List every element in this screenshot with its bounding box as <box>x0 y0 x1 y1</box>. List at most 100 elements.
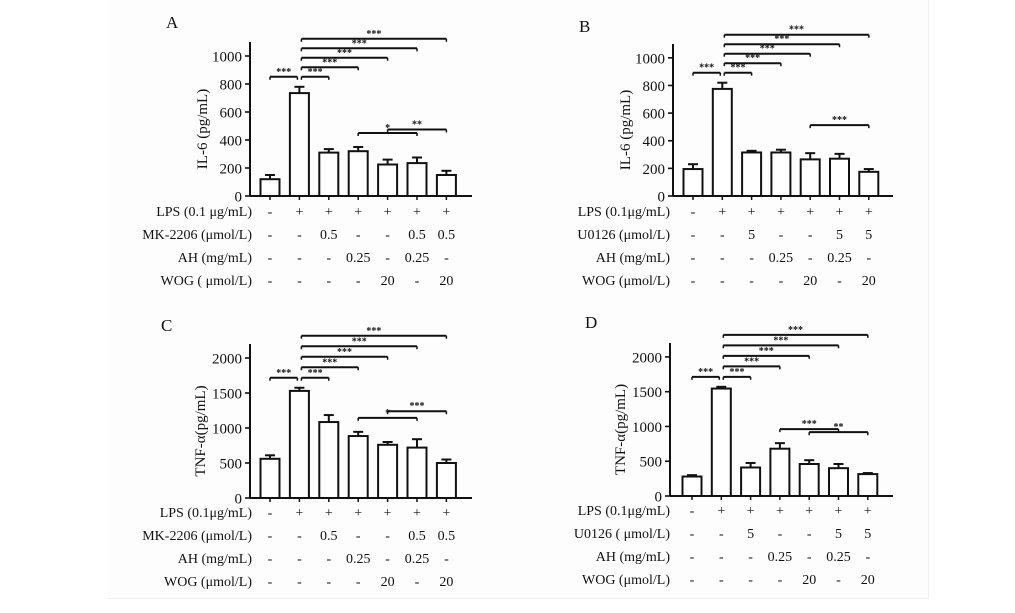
treatment-cell: - <box>326 251 331 266</box>
significance-label: *** <box>410 401 425 412</box>
treatment-cell: - <box>808 228 813 243</box>
treatment-cell: + <box>777 205 785 220</box>
treatment-cell: - <box>720 274 725 289</box>
significance-label: *** <box>308 368 323 379</box>
treatment-cell: - <box>748 550 753 565</box>
treatment-cell: - <box>690 573 695 588</box>
treatment-cell: - <box>268 251 273 266</box>
treatment-cell: + <box>325 506 333 521</box>
bar <box>681 475 703 498</box>
y-axis-label: TNF-α(pg/mL) <box>613 384 629 475</box>
treatment-cell: + <box>718 205 726 220</box>
significance-label: *** <box>276 368 291 379</box>
treatment-cell: + <box>835 504 843 519</box>
significance-label: *** <box>832 115 847 126</box>
treatment-cell: - <box>690 527 695 542</box>
treatment-cell: 20 <box>862 274 876 289</box>
y-axis-label: TNF-α(pg/mL) <box>193 385 209 476</box>
treatment-cell: 5 <box>864 527 871 542</box>
bar <box>799 158 821 198</box>
treatment-cell: + <box>717 504 725 519</box>
significance-label: *** <box>366 326 381 337</box>
treatment-cell: 0.25 <box>826 550 851 565</box>
bar <box>435 174 457 197</box>
bar <box>288 92 310 197</box>
y-tick-label: 800 <box>220 78 243 94</box>
significance-label: *** <box>760 44 775 55</box>
treatment-cell: - <box>719 550 724 565</box>
treatment-cell: 5 <box>865 228 872 243</box>
treatment-cell: - <box>268 228 273 243</box>
y-tick-label: 1000 <box>635 51 665 67</box>
treatment-cell: - <box>268 575 273 590</box>
treatment-cell: 0.5 <box>320 529 338 544</box>
treatment-label: LPS (0.1μg/mL) <box>160 506 253 521</box>
treatment-cell: + <box>295 205 303 220</box>
treatment-cell: 0.5 <box>438 529 456 544</box>
treatment-cell: - <box>297 529 302 544</box>
bar <box>347 435 369 499</box>
treatment-cell: 5 <box>835 527 842 542</box>
y-tick-label: 0 <box>658 190 666 206</box>
treatment-cell: + <box>442 506 450 521</box>
treatment-cell: - <box>837 274 842 289</box>
treatment-cell: 20 <box>802 573 816 588</box>
treatment-label: WOG (μmol/L) <box>582 274 670 289</box>
treatment-label: MK-2206 (μmol/L) <box>142 529 252 544</box>
treatment-cell: - <box>444 552 449 567</box>
treatment-cell: - <box>297 274 302 289</box>
y-tick-label: 200 <box>220 162 243 178</box>
y-tick-label: 500 <box>220 457 243 473</box>
panel-letter: C <box>161 316 172 335</box>
treatment-cell: - <box>836 573 841 588</box>
treatment-cell: - <box>385 228 390 243</box>
treatment-cell: - <box>807 550 812 565</box>
treatment-label: AH (mg/mL) <box>178 251 253 266</box>
significance-label: *** <box>802 419 817 430</box>
y-axis-label: IL-6 (pg/mL) <box>195 89 211 169</box>
treatment-cell: - <box>779 228 784 243</box>
treatment-cell: - <box>356 575 361 590</box>
treatment-cell: - <box>866 251 871 266</box>
treatment-cell: - <box>807 527 812 542</box>
treatment-cell: - <box>415 274 420 289</box>
treatment-cell: - <box>719 573 724 588</box>
significance-label: *** <box>366 29 381 40</box>
treatment-cell: - <box>356 228 361 243</box>
treatment-cell: 0.25 <box>346 251 371 266</box>
treatment-cell: - <box>326 274 331 289</box>
treatment-cell: - <box>297 552 302 567</box>
treatment-cell: - <box>719 527 724 542</box>
treatment-cell: 20 <box>803 274 817 289</box>
y-tick-label: 1000 <box>212 50 242 66</box>
treatment-cell: - <box>691 274 696 289</box>
treatment-cell: + <box>865 205 873 220</box>
significance-label: *** <box>337 48 352 59</box>
bar <box>682 168 704 198</box>
treatment-cell: + <box>747 504 755 519</box>
bar <box>318 421 340 499</box>
significance-label: *** <box>788 325 803 336</box>
treatment-label: U0126 (μmol/L) <box>577 228 670 243</box>
bar <box>741 151 763 198</box>
treatment-cell: - <box>779 274 784 289</box>
y-tick-label: 500 <box>640 455 663 471</box>
treatment-cell: 0.25 <box>769 251 794 266</box>
y-axis-label: IL-6 (pg/mL) <box>618 90 634 170</box>
significance-label: *** <box>745 53 760 64</box>
treatment-cell: + <box>748 205 756 220</box>
treatment-label: AH (mg/mL) <box>596 251 671 266</box>
treatment-cell: + <box>805 504 813 519</box>
treatment-cell: 20 <box>381 575 395 590</box>
treatment-cell: 20 <box>861 573 875 588</box>
treatment-cell: - <box>778 527 783 542</box>
bar <box>406 446 428 500</box>
treatment-cell: 5 <box>748 228 755 243</box>
y-tick-label: 800 <box>643 79 666 95</box>
treatment-cell: + <box>776 504 784 519</box>
treatment-cell: - <box>268 274 273 289</box>
bar <box>828 467 849 498</box>
